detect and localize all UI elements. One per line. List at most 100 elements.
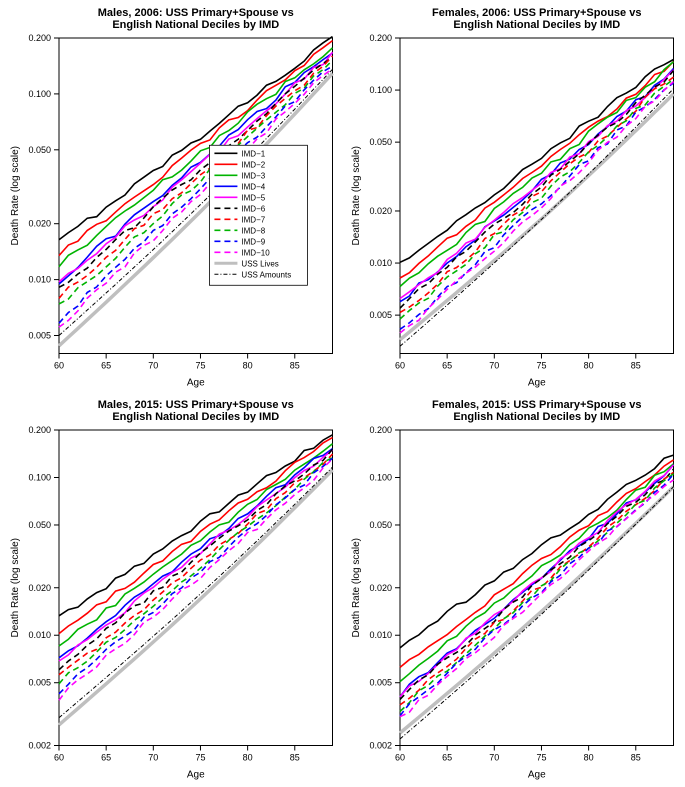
- series-line-9: [400, 479, 674, 716]
- x-tick-label: 65: [442, 752, 452, 762]
- chart-panel-males-2006: Males, 2006: USS Primary+Spouse vsEnglis…: [4, 4, 341, 392]
- series-line-8: [400, 83, 674, 329]
- y-tick-label: 0.010: [28, 630, 51, 640]
- x-tick-label: 65: [101, 752, 111, 762]
- legend-label: IMD−4: [241, 182, 265, 191]
- x-axis-label: Age: [187, 769, 205, 780]
- x-tick-label: 85: [630, 361, 640, 371]
- series-line-7: [400, 79, 674, 319]
- y-axis-label: Death Rate (log scale): [10, 146, 21, 246]
- x-tick-label: 60: [394, 752, 404, 762]
- y-axis-label: Death Rate (log scale): [351, 538, 362, 638]
- series-line-2: [59, 443, 333, 645]
- y-tick-label: 0.020: [369, 206, 392, 216]
- x-tick-label: 70: [148, 752, 158, 762]
- series-line-10: [400, 486, 674, 732]
- chart-panel-males-2015: Males, 2015: USS Primary+Spouse vsEnglis…: [4, 396, 341, 784]
- legend-label: IMD−7: [241, 215, 265, 224]
- x-tick-label: 80: [583, 752, 593, 762]
- series-line-5: [400, 71, 674, 309]
- y-axis-label: Death Rate (log scale): [351, 146, 362, 246]
- x-tick-label: 80: [243, 361, 253, 371]
- legend-label: IMD−3: [241, 171, 265, 180]
- x-tick-label: 65: [442, 361, 452, 371]
- x-axis-label: Age: [527, 378, 545, 389]
- y-tick-label: 0.200: [369, 425, 392, 435]
- panel-title: Males, 2015: USS Primary+Spouse vs: [98, 399, 294, 411]
- x-axis-label: Age: [187, 378, 205, 389]
- x-tick-label: 80: [583, 361, 593, 371]
- panel-title: English National Deciles by IMD: [453, 411, 620, 423]
- series-line-9: [59, 459, 333, 700]
- legend-label: IMD−8: [241, 226, 265, 235]
- x-tick-label: 75: [195, 361, 205, 371]
- x-tick-label: 75: [536, 361, 546, 371]
- y-tick-label: 0.200: [369, 33, 392, 43]
- series-line-4: [59, 450, 333, 661]
- x-tick-label: 70: [489, 361, 499, 371]
- x-tick-label: 60: [54, 752, 64, 762]
- chart-panel-females-2015: Females, 2015: USS Primary+Spouse vsEngl…: [345, 396, 682, 784]
- x-tick-label: 60: [54, 361, 64, 371]
- series-line-8: [59, 458, 333, 694]
- y-tick-label: 0.005: [28, 331, 51, 341]
- chart-panel-females-2006: Females, 2006: USS Primary+Spouse vsEngl…: [345, 4, 682, 392]
- panel-title: English National Deciles by IMD: [112, 19, 279, 31]
- y-tick-label: 0.002: [28, 740, 51, 750]
- x-tick-label: 85: [630, 752, 640, 762]
- panel-title: English National Deciles by IMD: [112, 411, 279, 423]
- legend-label: IMD−9: [241, 237, 265, 246]
- legend-label: IMD−6: [241, 204, 265, 213]
- y-tick-label: 0.020: [369, 582, 392, 592]
- x-tick-label: 60: [394, 361, 404, 371]
- series-line-1: [400, 62, 674, 279]
- y-tick-label: 0.050: [369, 137, 392, 147]
- x-tick-label: 85: [290, 752, 300, 762]
- y-tick-label: 0.050: [28, 145, 51, 155]
- series-line-0: [400, 60, 674, 263]
- legend-label: IMD−10: [241, 248, 270, 257]
- x-tick-label: 70: [489, 752, 499, 762]
- y-tick-label: 0.100: [28, 472, 51, 482]
- x-tick-label: 80: [243, 752, 253, 762]
- legend-label: USS Amounts: [241, 270, 291, 279]
- x-tick-label: 65: [101, 361, 111, 371]
- series-line-6: [59, 454, 333, 675]
- y-tick-label: 0.020: [28, 219, 51, 229]
- panel-title: English National Deciles by IMD: [453, 19, 620, 31]
- series-line-5: [59, 449, 333, 670]
- panel-title: Females, 2015: USS Primary+Spouse vs: [432, 399, 641, 411]
- y-tick-label: 0.005: [369, 310, 392, 320]
- x-tick-label: 75: [536, 752, 546, 762]
- x-tick-label: 75: [195, 752, 205, 762]
- y-tick-label: 0.010: [28, 275, 51, 285]
- y-tick-label: 0.200: [28, 33, 51, 43]
- y-tick-label: 0.100: [369, 472, 392, 482]
- y-tick-label: 0.005: [369, 677, 392, 687]
- series-line-2: [400, 463, 674, 681]
- y-tick-label: 0.002: [369, 740, 392, 750]
- series-line-1: [400, 459, 674, 667]
- x-tick-label: 70: [148, 361, 158, 371]
- y-tick-label: 0.100: [369, 85, 392, 95]
- series-line-7: [400, 473, 674, 711]
- legend-label: IMD−5: [241, 193, 265, 202]
- panel-title: Females, 2006: USS Primary+Spouse vs: [432, 7, 641, 19]
- legend-label: IMD−2: [241, 160, 265, 169]
- x-tick-label: 85: [290, 361, 300, 371]
- y-tick-label: 0.010: [369, 258, 392, 268]
- series-line-11: [59, 467, 333, 718]
- y-tick-label: 0.010: [369, 630, 392, 640]
- y-axis-label: Death Rate (log scale): [10, 538, 21, 638]
- y-tick-label: 0.100: [28, 89, 51, 99]
- legend-label: USS Lives: [241, 259, 278, 268]
- legend-label: IMD−1: [241, 149, 265, 158]
- y-tick-label: 0.005: [28, 677, 51, 687]
- series-line-8: [400, 474, 674, 716]
- y-tick-label: 0.050: [369, 519, 392, 529]
- panel-title: Males, 2006: USS Primary+Spouse vs: [98, 7, 294, 19]
- x-axis-label: Age: [527, 769, 545, 780]
- y-tick-label: 0.020: [28, 582, 51, 592]
- y-tick-label: 0.200: [28, 425, 51, 435]
- y-tick-label: 0.050: [28, 519, 51, 529]
